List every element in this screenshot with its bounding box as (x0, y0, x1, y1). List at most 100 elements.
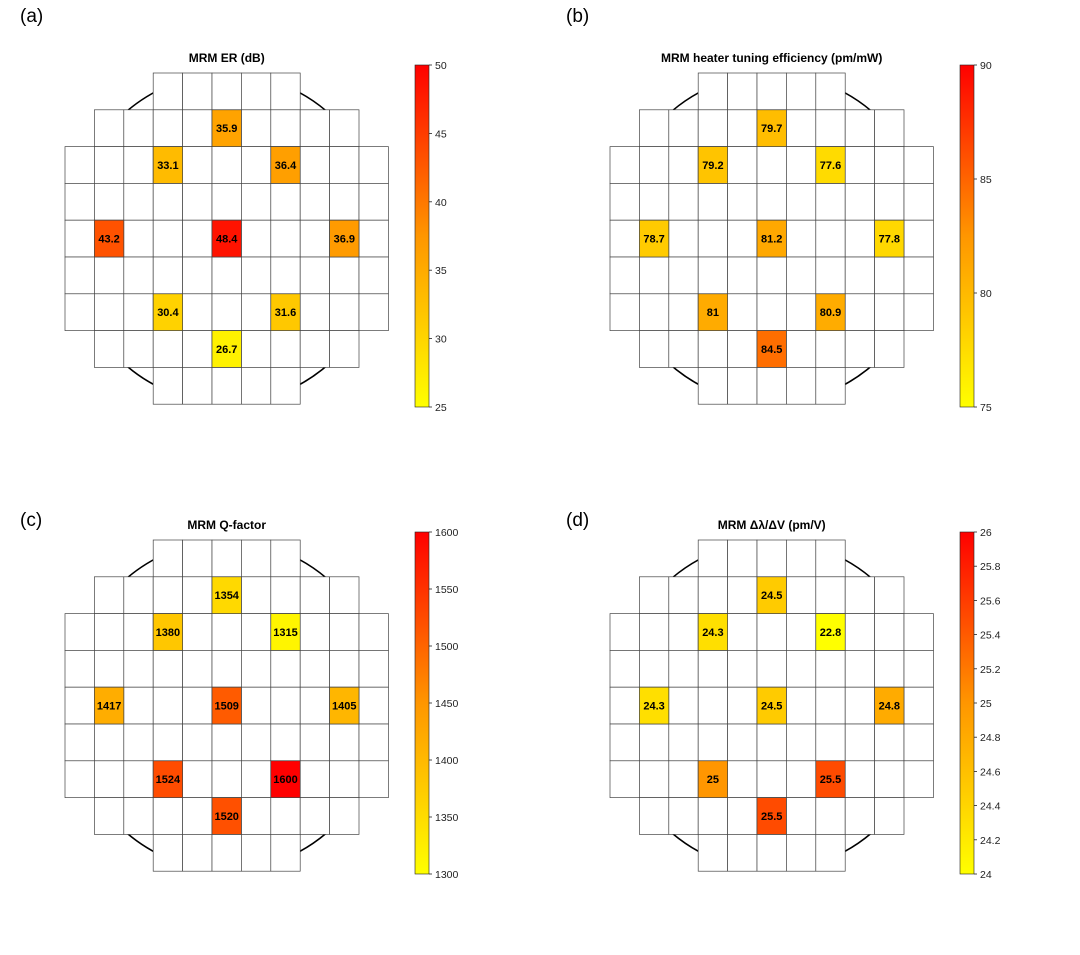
die-cell (639, 330, 670, 368)
data-label: 1520 (214, 811, 238, 823)
colorbar-tick-label: 75 (980, 402, 992, 414)
data-label: 79.2 (702, 160, 723, 172)
die-cell (64, 723, 95, 762)
die-cell (815, 109, 846, 147)
die-cell (152, 219, 183, 258)
die-cell (241, 760, 272, 798)
colorbar-tick-label: 1500 (435, 641, 459, 653)
data-cell (152, 146, 183, 184)
die-cell (844, 576, 875, 614)
data-cell (815, 613, 846, 651)
die-cell (903, 183, 934, 221)
colorbar-tick-label: 35 (435, 265, 447, 277)
die-cell (241, 576, 272, 614)
die-cell (358, 686, 389, 725)
die-cell (727, 613, 758, 651)
colorbar-tick-label: 24.2 (980, 835, 1001, 847)
data-cell (874, 686, 905, 725)
die-cell (270, 686, 301, 725)
die-cell (786, 367, 817, 405)
die-cell (727, 183, 758, 221)
die-cell (182, 109, 213, 147)
die-cell (182, 539, 213, 578)
die-cell (903, 686, 934, 725)
wafer-map-er: MRM ER (dB) 35.9 33.1 36.4 43.2 48.4 36.9 30.4 3… (64, 51, 447, 414)
die-cell (299, 760, 330, 798)
die-cell (697, 834, 728, 872)
die-cell (123, 256, 154, 295)
data-cell (756, 797, 787, 835)
die-cell (844, 219, 875, 258)
data-label: 1405 (332, 701, 356, 713)
die-cell (299, 686, 330, 725)
die-cell (182, 650, 213, 688)
die-cell (241, 797, 272, 835)
die-cell (844, 146, 875, 184)
die-cell (903, 256, 934, 295)
data-cell (756, 686, 787, 725)
data-cell (756, 109, 787, 147)
die-cell (786, 686, 817, 725)
die-cell (270, 539, 301, 578)
die-cell (358, 650, 389, 688)
die-cell (329, 183, 360, 221)
die-cell (211, 613, 242, 651)
die-cell (64, 293, 95, 331)
die-cell (815, 576, 846, 614)
die-cell (639, 146, 670, 184)
die-cell (727, 72, 758, 111)
die-cell (358, 613, 389, 651)
data-cell (270, 613, 301, 651)
die-cell (299, 293, 330, 331)
data-cell (94, 686, 125, 725)
die-cell (756, 760, 787, 798)
die-cell (844, 613, 875, 651)
data-cell (152, 293, 183, 331)
data-label: 25.5 (761, 811, 782, 823)
die-cell (756, 539, 787, 578)
die-cell (609, 146, 640, 184)
die-cell (182, 219, 213, 258)
die-cell (358, 183, 389, 221)
die-cell (786, 293, 817, 331)
panel-label-b: (b) (566, 6, 590, 27)
die-cell (756, 650, 787, 688)
die-cell (182, 797, 213, 835)
die-cell (123, 146, 154, 184)
die-cell (123, 219, 154, 258)
die-cell (874, 330, 905, 368)
data-label: 84.5 (761, 344, 782, 356)
die-cell (182, 760, 213, 798)
data-label: 43.2 (98, 234, 119, 246)
data-cell (815, 760, 846, 798)
die-cell (358, 146, 389, 184)
die-cell (844, 797, 875, 835)
die-cell (697, 109, 728, 147)
die-cell (786, 146, 817, 184)
die-cell (241, 293, 272, 331)
die-cell (844, 650, 875, 688)
data-cell (211, 576, 242, 614)
colorbar-tick-label: 25 (980, 698, 992, 710)
die-cell (668, 256, 699, 295)
die-cell (756, 293, 787, 331)
die-cell (697, 650, 728, 688)
die-cell (270, 367, 301, 405)
data-cell (756, 330, 787, 368)
die-cell (270, 330, 301, 368)
die-cell (152, 797, 183, 835)
die-cell (358, 256, 389, 295)
die-cell (727, 834, 758, 872)
die-cell (786, 650, 817, 688)
die-cell (241, 723, 272, 762)
die-cell (874, 576, 905, 614)
data-label: 1354 (214, 590, 239, 602)
die-cell (668, 760, 699, 798)
die-cell (786, 183, 817, 221)
data-label: 25 (707, 774, 719, 786)
data-cell (270, 760, 301, 798)
die-cell (123, 109, 154, 147)
die-cell (270, 723, 301, 762)
colorbar-tick-label: 40 (435, 197, 447, 209)
chart-title: MRM heater tuning efficiency (pm/mW) (661, 51, 882, 65)
